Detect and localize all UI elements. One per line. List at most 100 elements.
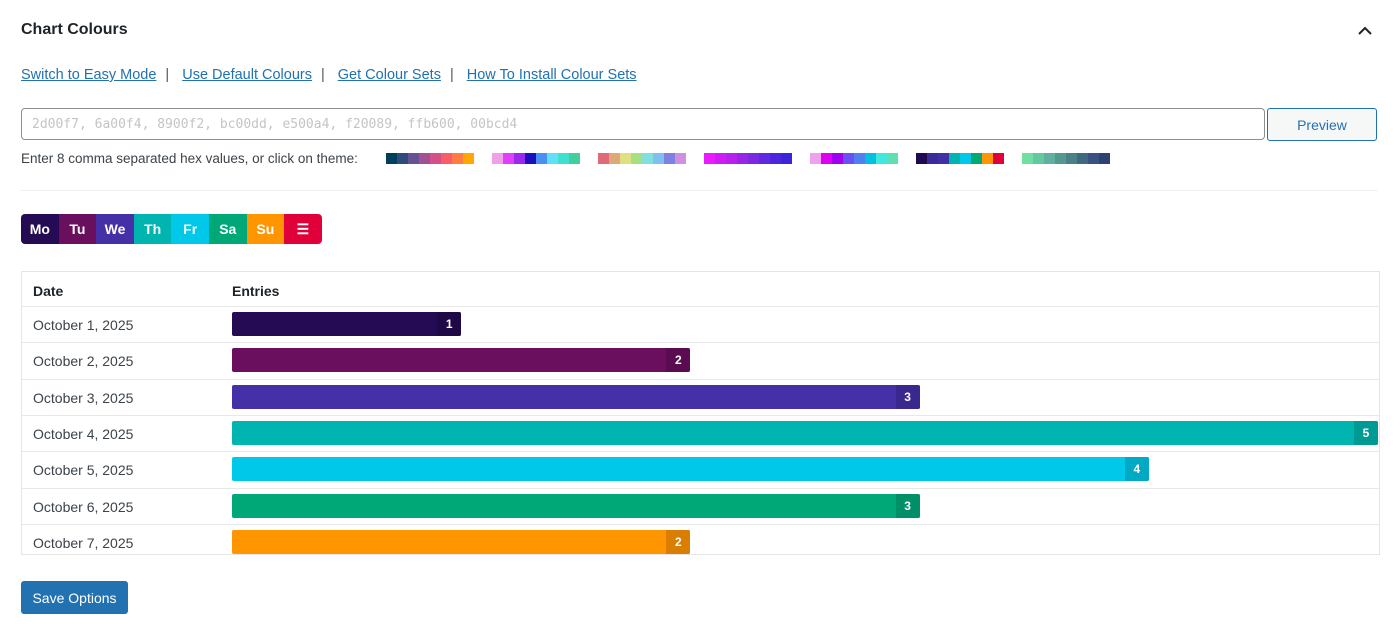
theme-swatch[interactable]: [704, 153, 792, 164]
entries-bar: 2: [232, 529, 691, 554]
colour-chip: [810, 153, 821, 164]
save-options-button[interactable]: Save Options: [21, 581, 128, 614]
theme-swatch[interactable]: [916, 153, 1004, 164]
section-title: Chart Colours: [21, 21, 128, 38]
colour-chip: [770, 153, 781, 164]
day-button-mo[interactable]: Mo: [21, 214, 59, 244]
get-colour-sets-link[interactable]: Get Colour Sets: [337, 67, 441, 83]
bar-value-label: 2: [666, 348, 691, 373]
day-button-we[interactable]: We: [96, 214, 134, 244]
bar-value-label: 3: [895, 493, 920, 518]
colour-chip: [386, 153, 397, 164]
day-button-fr[interactable]: Fr: [171, 214, 209, 244]
table-row: October 6, 2025 3: [22, 487, 1379, 525]
colour-chip: [620, 153, 631, 164]
colour-chip: [525, 153, 536, 164]
links-bar: Switch to Easy Mode | Use Default Colours…: [21, 67, 637, 83]
bar-value-label: 3: [895, 384, 920, 409]
colour-chip: [704, 153, 715, 164]
use-default-colours-link[interactable]: Use Default Colours: [182, 67, 312, 83]
day-button-th[interactable]: Th: [133, 214, 172, 244]
colour-chip: [1055, 153, 1066, 164]
day-button-su[interactable]: Su: [246, 214, 285, 244]
colour-chip: [971, 153, 982, 164]
colour-chip: [865, 153, 876, 164]
colour-chip: [547, 153, 558, 164]
colour-chip: [408, 153, 419, 164]
bar-value-label: 1: [437, 312, 462, 336]
colour-chip: [876, 153, 887, 164]
table-row: October 1, 2025 1: [22, 306, 1379, 343]
colour-chip: [1066, 153, 1077, 164]
colour-chip: [397, 153, 408, 164]
divider: [21, 190, 1378, 191]
theme-swatch[interactable]: [386, 153, 474, 164]
colour-chip: [854, 153, 865, 164]
colour-chip: [916, 153, 927, 164]
entries-bar: 3: [232, 493, 920, 518]
table-row: October 4, 2025 5: [22, 414, 1379, 452]
colour-chip: [949, 153, 960, 164]
colour-chip: [441, 153, 452, 164]
day-button-tu[interactable]: Tu: [58, 214, 97, 244]
row-date: October 2, 2025: [33, 353, 134, 370]
colour-chip: [452, 153, 463, 164]
colour-chip: [463, 153, 474, 164]
colour-chip: [993, 153, 1004, 164]
column-header-entries: Entries: [232, 283, 280, 299]
colour-chip: [781, 153, 792, 164]
colour-chip: [598, 153, 609, 164]
chevron-up-icon[interactable]: [1356, 22, 1374, 40]
colour-chip: [887, 153, 898, 164]
hex-colours-input[interactable]: [21, 108, 1265, 140]
table-row: October 7, 2025 2: [22, 523, 1379, 561]
entries-bar: 5: [232, 420, 1378, 445]
day-colour-buttons: Mo Tu We Th Fr Sa Su ☰: [21, 214, 322, 244]
colour-chip: [748, 153, 759, 164]
install-colour-sets-link[interactable]: How To Install Colour Sets: [466, 67, 637, 83]
row-date: October 4, 2025: [33, 425, 134, 442]
table-row: October 5, 2025 4: [22, 451, 1379, 488]
entries-chart-table: Date Entries October 1, 2025 1 October 2, …: [21, 271, 1380, 555]
colour-chip: [1077, 153, 1088, 164]
colour-chip: [430, 153, 441, 164]
preview-button[interactable]: Preview: [1267, 108, 1377, 141]
colour-chip: [1044, 153, 1055, 164]
colour-chip: [569, 153, 580, 164]
theme-swatch[interactable]: [810, 153, 898, 164]
colour-chip: [1022, 153, 1033, 164]
entries-bar: 3: [232, 384, 920, 409]
row-date: October 7, 2025: [33, 534, 134, 551]
colour-chip: [492, 153, 503, 164]
theme-swatch[interactable]: [1022, 153, 1110, 164]
colour-chip: [558, 153, 569, 164]
table-row: October 3, 2025 3: [22, 378, 1379, 416]
theme-swatch[interactable]: [492, 153, 580, 164]
separator: |: [165, 67, 170, 83]
colour-chip: [927, 153, 938, 164]
colour-chip: [737, 153, 748, 164]
row-date: October 1, 2025: [33, 317, 134, 333]
colour-chip: [536, 153, 547, 164]
hint-text: Enter 8 comma separated hex values, or c…: [21, 151, 358, 166]
colour-chip: [609, 153, 620, 164]
row-date: October 3, 2025: [33, 389, 134, 406]
colour-chip: [759, 153, 770, 164]
colour-chip: [726, 153, 737, 164]
day-button-sa[interactable]: Sa: [208, 214, 247, 244]
column-header-date: Date: [33, 283, 64, 299]
menu-button[interactable]: ☰: [284, 214, 322, 244]
entries-bar: 2: [232, 348, 691, 373]
entries-bar: 4: [232, 457, 1149, 482]
theme-swatch[interactable]: [598, 153, 686, 164]
colour-chip: [938, 153, 949, 164]
switch-easy-mode-link[interactable]: Switch to Easy Mode: [21, 67, 157, 83]
separator: |: [449, 67, 454, 83]
colour-chip: [514, 153, 525, 164]
colour-chip: [1099, 153, 1110, 164]
colour-chip: [821, 153, 832, 164]
colour-chip: [1033, 153, 1044, 164]
theme-swatches: [386, 153, 1110, 164]
table-row: October 2, 2025 2: [22, 342, 1379, 379]
row-date: October 5, 2025: [33, 462, 134, 479]
